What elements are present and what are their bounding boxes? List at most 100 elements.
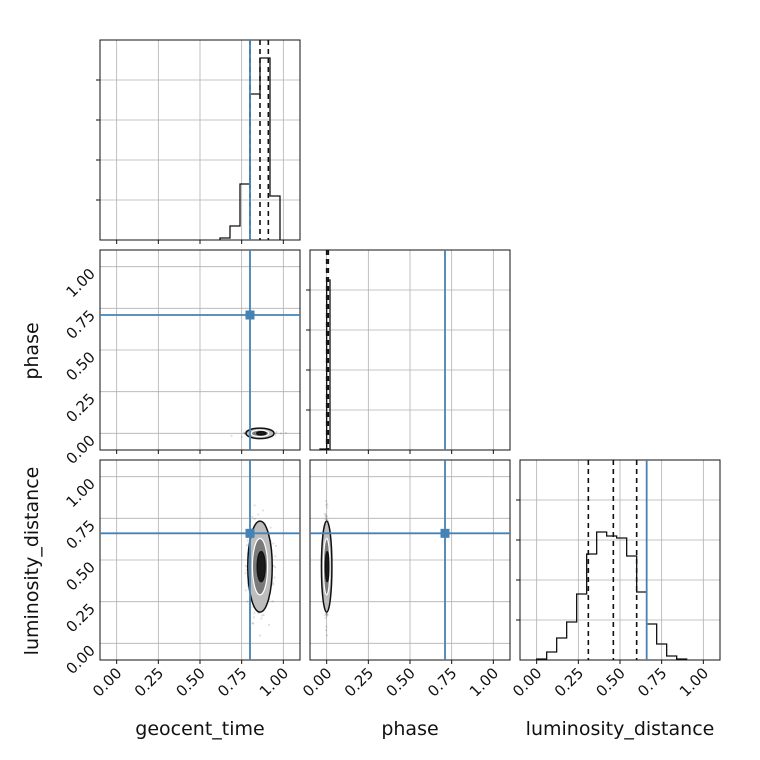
x-axis-label-geocent-time: geocent_time [135, 718, 264, 740]
geocent-distance-sample-point [257, 513, 260, 516]
geocent-distance-sample-point [253, 517, 256, 520]
geocent-phase-sample-point [279, 432, 283, 435]
phase-distance-sample-point [326, 613, 329, 616]
luminosity-distance-xtick-label-4: 1.00 [676, 664, 712, 700]
phase-ytick-label-1: 0.25 [62, 390, 98, 426]
geocent-distance-sample-point [245, 568, 248, 572]
phase-ytick-label-0: 0.00 [62, 431, 98, 467]
phase-distance-sample-point [326, 612, 329, 615]
geocent-time-xtick-label-3: 0.75 [214, 664, 250, 700]
geocent-distance-sample-point [272, 542, 275, 545]
y-axis-label-luminosity-distance: luminosity_distance [21, 467, 43, 656]
geocent-distance-sample-point [253, 504, 256, 507]
geocent-distance-sample-point [245, 544, 248, 547]
geocent-distance-sample-point [261, 614, 264, 617]
phase-distance-sample-point [324, 513, 327, 516]
x-axis-label-luminosity-distance: luminosity_distance [526, 718, 715, 740]
phase-distance-sample-point [325, 518, 329, 521]
geocent-distance-sample-point [246, 600, 249, 603]
geocent-distance-sample-point [267, 623, 271, 627]
phase-distance-sample-point [325, 612, 328, 615]
phase-histogram-step [319, 279, 331, 450]
geocent-phase-panel [99, 249, 301, 454]
phase-ytick-label-2: 0.50 [62, 348, 98, 384]
geocent-distance-sample-point [274, 565, 277, 569]
geocent-distance-sample-point [251, 515, 254, 518]
phase-distance-sample-point [324, 612, 328, 615]
geocent-distance-sample-point [272, 583, 275, 586]
phase-distance-sample-point [324, 614, 327, 617]
phase-distance-sample-point [325, 514, 328, 518]
geocent-distance-sample-point [246, 539, 249, 542]
phase-distance-sample-point [325, 499, 328, 503]
phase-distance-sample-point [326, 506, 329, 509]
geocent-phase-sample-point [242, 431, 246, 434]
geocent-distance-sample-point [258, 634, 262, 637]
luminosity-distance-xtick-label-3: 0.75 [634, 664, 670, 700]
geocent-time-hist-panel [96, 39, 301, 244]
phase-xtick-label-1: 0.25 [341, 664, 377, 700]
geocent-phase-sample-point [284, 431, 288, 435]
luminosity-distance-xtick-label-0: 0.00 [509, 664, 545, 700]
luminosity-distance-ytick-label-4: 1.00 [62, 475, 98, 511]
geocent-distance-sample-point [274, 555, 277, 558]
phase-distance-sample-point [325, 516, 328, 519]
geocent-time-xtick-label-0: 0.00 [89, 664, 125, 700]
phase-ytick-label-3: 0.75 [62, 306, 98, 342]
geocent-phase-sample-point [275, 430, 278, 434]
phase-distance-sample-point [324, 518, 327, 521]
geocent-phase-truth-marker [245, 310, 255, 320]
phase-distance-sample-point [325, 625, 328, 628]
geocent-distance-sample-point [260, 617, 263, 620]
phase-distance-sample-point [323, 512, 327, 515]
phase-xtick-label-2: 0.50 [382, 664, 418, 700]
geocent-phase-sample-point [240, 435, 244, 438]
geocent-distance-sample-point [274, 544, 277, 548]
luminosity-distance-ytick-label-0: 0.00 [62, 641, 98, 677]
luminosity-distance-ytick-label-1: 0.25 [62, 600, 98, 636]
geocent-distance-panel [99, 459, 301, 664]
phase-distance-panel [309, 459, 511, 664]
x-axis-label-phase: phase [381, 718, 438, 740]
geocent-phase-contour-inner [256, 430, 267, 436]
phase-distance-sample-point [325, 518, 328, 521]
luminosity-distance-hist-panel [516, 459, 721, 664]
phase-distance-sample-point [326, 614, 329, 617]
phase-distance-sample-point [324, 515, 327, 518]
luminosity-distance-xtick-label-1: 0.25 [551, 664, 587, 700]
geocent-distance-sample-point [244, 572, 247, 575]
phase-distance-sample-point [326, 503, 329, 506]
luminosity-distance-xtick-label-2: 0.50 [592, 664, 628, 700]
geocent-distance-sample-point [252, 622, 255, 625]
geocent-distance-sample-point [252, 616, 255, 619]
geocent-distance-sample-point [244, 589, 247, 592]
phase-distance-sample-point [325, 634, 329, 637]
geocent-time-xtick-label-1: 0.25 [131, 664, 167, 700]
geocent-distance-sample-point [271, 582, 275, 585]
geocent-distance-sample-point [262, 613, 265, 617]
geocent-time-xtick-label-2: 0.50 [172, 664, 208, 700]
phase-distance-truth-marker [440, 528, 450, 538]
geocent-phase-sample-point [274, 433, 277, 436]
phase-distance-sample-point [324, 616, 327, 619]
geocent-distance-sample-point [271, 600, 274, 603]
geocent-distance-contour-inner [256, 550, 266, 583]
geocent-distance-sample-point [269, 526, 272, 529]
phase-distance-contour-inner [324, 550, 330, 583]
y-axis-label-phase: phase [21, 322, 43, 379]
geocent-time-xtick-label-4: 1.00 [256, 664, 292, 700]
luminosity-distance-histogram-step [536, 531, 688, 660]
luminosity-distance-ytick-label-3: 0.75 [62, 516, 98, 552]
geocent-distance-sample-point [261, 509, 265, 512]
phase-hist-panel [306, 249, 511, 454]
phase-distance-sample-point [325, 504, 328, 507]
geocent-distance-sample-point [251, 622, 254, 625]
phase-ytick-label-4: 1.00 [62, 265, 98, 301]
geocent-distance-sample-point [244, 564, 247, 567]
phase-xtick-label-4: 1.00 [466, 664, 502, 700]
phase-distance-sample-point [325, 629, 328, 632]
geocent-distance-sample-point [253, 611, 256, 615]
geocent-distance-truth-marker [245, 528, 255, 538]
geocent-distance-sample-point [273, 576, 276, 579]
